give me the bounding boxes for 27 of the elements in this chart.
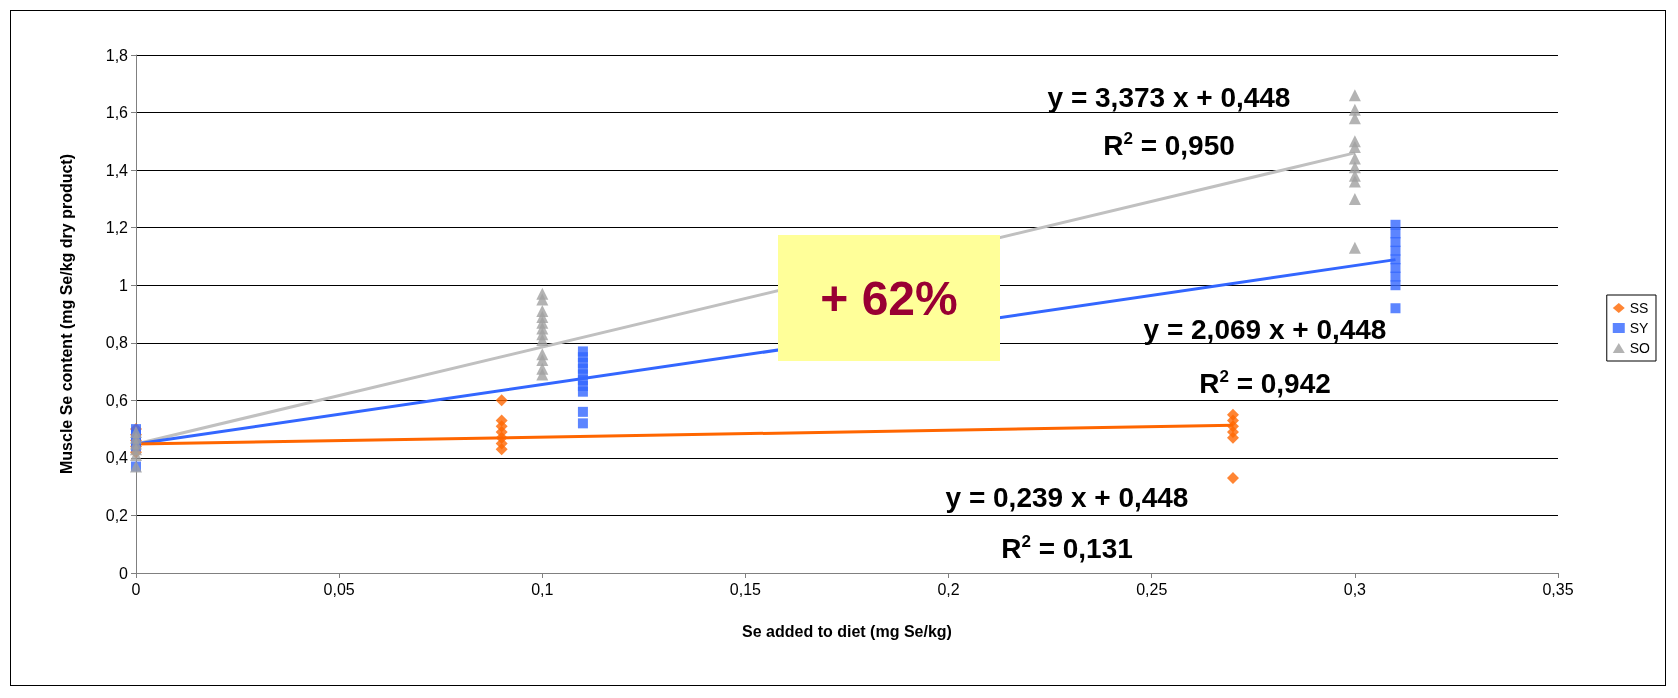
y-tick-label: 0,2 (105, 506, 129, 524)
y-tick-label: 1 (119, 276, 129, 294)
y-tick-label: 0 (119, 564, 129, 582)
legend-label: SY (1629, 320, 1650, 336)
x-tick-label: 0,1 (531, 580, 554, 598)
y-tick-label: 1,6 (105, 104, 129, 122)
y-tick-label: 1,4 (105, 161, 129, 179)
y-tick-label: 1,2 (105, 219, 129, 237)
x-tick-label: 0,35 (1542, 580, 1574, 598)
y-tick-label: 0,6 (105, 391, 129, 409)
y-axis-title: Muscle Se content (mg Se/kg dry product) (57, 153, 75, 475)
y-tick-label: 0,4 (105, 449, 129, 467)
annotation: y = 0,239 x + 0,448 (945, 481, 1189, 513)
annotation: y = 3,373 x + 0,448 (1047, 81, 1291, 113)
legend-label: SO (1629, 340, 1651, 356)
x-tick-label: 0,2 (937, 580, 960, 598)
x-tick-label: 0,15 (729, 580, 762, 598)
annotation: y = 2,069 x + 0,448 (1143, 313, 1387, 345)
x-tick-label: 0,3 (1343, 580, 1367, 598)
x-tick-label: 0 (131, 580, 141, 598)
y-tick-label: 0,8 (105, 334, 129, 352)
legend-label: SS (1629, 300, 1649, 316)
annotation: + 62% (820, 271, 958, 325)
x-tick-label: 0,25 (1136, 580, 1168, 598)
x-tick-label: 0,05 (323, 580, 355, 598)
x-axis-title: Se added to diet (mg Se/kg) (742, 622, 952, 640)
y-tick-label: 1,8 (105, 46, 129, 64)
